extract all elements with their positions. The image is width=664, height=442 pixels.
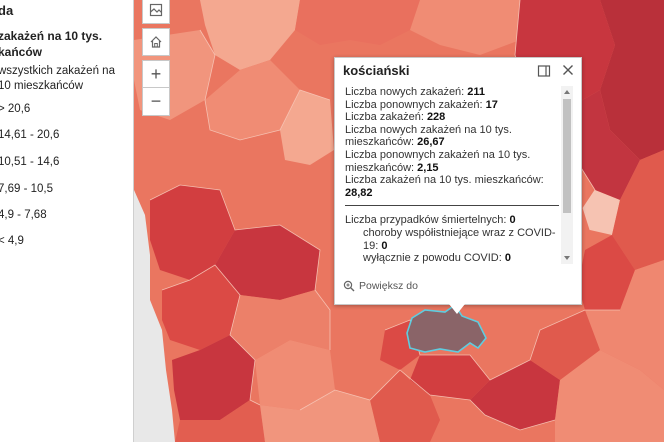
popup-separator: [345, 205, 559, 207]
county-light-west2[interactable]: [205, 60, 300, 140]
feature-popup: kościański Liczba nowych zakażeń: 211 Li…: [334, 57, 582, 305]
popup-scrollbar[interactable]: [561, 86, 573, 264]
home-icon: [150, 36, 162, 48]
county-red-west[interactable]: [150, 185, 235, 280]
county-red-east2[interactable]: [578, 235, 635, 310]
county-light-east3[interactable]: [585, 260, 664, 390]
county-light-south[interactable]: [260, 390, 380, 442]
county-light-southeast[interactable]: [555, 350, 664, 442]
county-dark-ne3[interactable]: [565, 90, 640, 200]
popup-line-covid-only: wyłącznie z powodu COVID: 0: [363, 252, 511, 264]
legend-class-label: < 4,9: [0, 235, 24, 247]
home-button[interactable]: [142, 28, 170, 56]
county-red-west2[interactable]: [215, 225, 320, 300]
county-mid-north[interactable]: [295, 0, 420, 45]
zoom-to-icon: [343, 280, 355, 292]
county-red-south2[interactable]: [410, 355, 490, 400]
county-dark-ne2[interactable]: [600, 0, 664, 160]
county-mid-center-west[interactable]: [230, 290, 330, 360]
popup-title: kościański: [343, 63, 410, 78]
close-icon[interactable]: [560, 62, 576, 78]
popup-line-comorbid: choroby współistniejące wraz z COVID-19:…: [363, 226, 556, 252]
county-pale-center[interactable]: [280, 90, 334, 165]
county-red-west3[interactable]: [162, 265, 240, 350]
scroll-down-icon: [564, 256, 570, 260]
county-light-north2[interactable]: [410, 0, 520, 55]
zoom-in-button[interactable]: +: [142, 60, 170, 88]
county-pale-east[interactable]: [583, 190, 620, 235]
popup-content: Liczba nowych zakażeń: 211 Liczba ponown…: [345, 86, 559, 264]
county-light-sw[interactable]: [255, 340, 335, 410]
county-red-southeast2[interactable]: [530, 310, 600, 380]
legend-description: wszystkich zakażeń na 10 mieszkańców: [0, 65, 115, 92]
legend-class-label: 7,69 - 10,5: [0, 183, 53, 195]
popup-line-reinf-per10k: Liczba ponownych zakażeń na 10 tys. mies…: [345, 148, 531, 174]
county-dark-sw[interactable]: [172, 335, 255, 420]
map-controls: + −: [142, 0, 170, 116]
county-pale-north[interactable]: [200, 0, 300, 70]
popup-line-total-per10k: Liczba zakażeń na 10 tys. mieszkańców: 2…: [345, 174, 544, 199]
legend-title: da: [0, 3, 14, 18]
scroll-thumb: [563, 99, 571, 213]
legend-panel: da zakażeń na 10 tys. kańców wszystkich …: [0, 0, 134, 442]
dock-icon[interactable]: [537, 64, 551, 78]
zoom-to-link[interactable]: Powiększ do: [343, 280, 418, 292]
popup-line-new-cases: Liczba nowych zakażeń: 211: [345, 86, 486, 98]
county-red-south4[interactable]: [370, 370, 440, 442]
legend-class-label: 14,61 - 20,6: [0, 129, 60, 141]
selected-county-koscianski[interactable]: [406, 303, 487, 353]
legend-subtitle: zakażeń na 10 tys. kańców: [0, 29, 103, 59]
legend-class-label: 10,51 - 14,6: [0, 156, 60, 168]
county-dark-south3[interactable]: [470, 360, 560, 430]
basemap-gallery-icon: [149, 3, 163, 17]
legend-class-label: > 20,6: [0, 103, 31, 115]
scroll-up-icon: [564, 90, 570, 94]
zoom-to-label: Powiększ do: [359, 280, 418, 292]
popup-line-deaths: Liczba przypadków śmiertelnych: 0: [345, 214, 516, 227]
popup-line-new-per10k: Liczba nowych zakażeń na 10 tys. mieszka…: [345, 123, 512, 149]
county-red-east[interactable]: [612, 150, 664, 270]
basemap-gallery-button[interactable]: [142, 0, 170, 24]
popup-line-reinfections: Liczba ponownych zakażeń: 17: [345, 98, 498, 111]
popup-line-total-cases: Liczba zakażeń: 228: [345, 111, 446, 124]
legend-class-label: 4,9 - 7,68: [0, 209, 47, 221]
zoom-out-button[interactable]: −: [142, 88, 170, 116]
county-mid-south[interactable]: [175, 400, 265, 442]
popup-pointer: [449, 304, 465, 314]
